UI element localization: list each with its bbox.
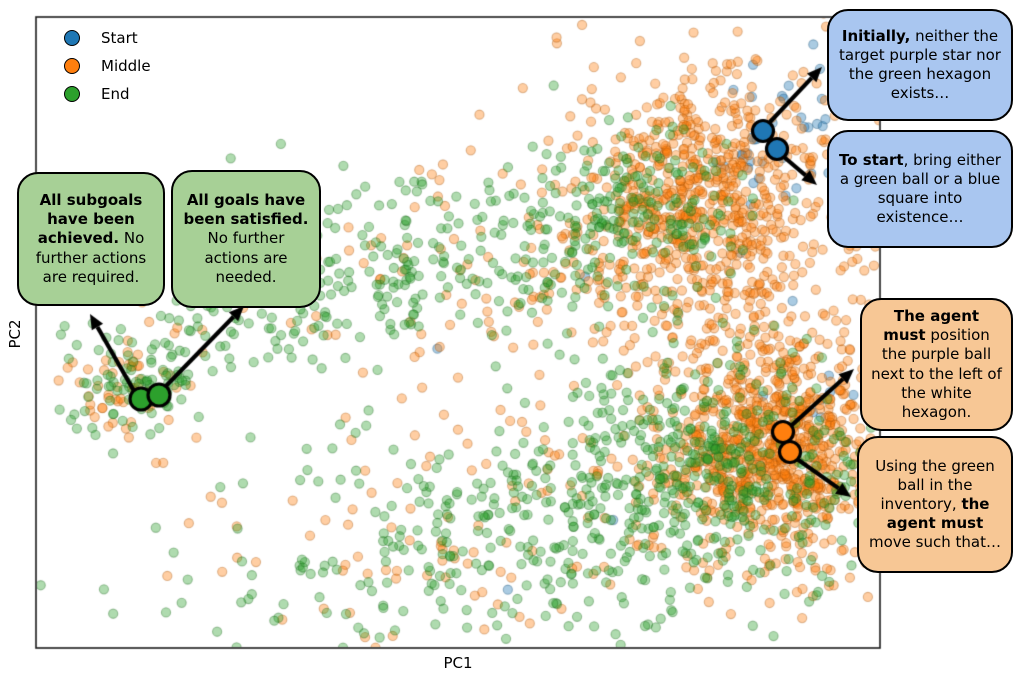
callout-text: To start, bring either a green ball or a…	[839, 150, 1001, 227]
callout-start-to-start: To start, bring either a green ball or a…	[827, 130, 1013, 248]
callout-middle-position: The agent must position the purple ball …	[860, 298, 1013, 431]
middle-marker-icon	[64, 58, 80, 74]
legend-item-middle: Middle	[64, 57, 151, 75]
end-marker-icon	[64, 86, 80, 102]
legend-label-end: End	[101, 85, 130, 103]
start-marker-icon	[64, 30, 80, 46]
legend-label-start: Start	[101, 29, 138, 47]
legend-label-middle: Middle	[101, 57, 151, 75]
callout-end-subgoals: All subgoals have been achieved. No furt…	[17, 172, 165, 306]
callout-text: Initially, neither the target purple sta…	[839, 26, 1001, 103]
legend-item-start: Start	[64, 29, 151, 47]
callout-end-goals: All goals have been satisfied. No furthe…	[171, 170, 321, 308]
callout-start-initially: Initially, neither the target purple sta…	[827, 9, 1013, 121]
x-axis-label: PC1	[443, 654, 473, 672]
callout-text: All goals have been satisfied. No furthe…	[183, 191, 309, 286]
legend-item-end: End	[64, 85, 151, 103]
y-axis-label: PC2	[6, 319, 24, 349]
legend: Start Middle End	[64, 29, 151, 103]
callout-text: Using the green ball in the inventory, t…	[869, 456, 1001, 552]
callout-text: All subgoals have been achieved. No furt…	[35, 191, 147, 286]
callout-text: The agent must position the purple ball …	[871, 307, 1002, 421]
callout-middle-inventory: Using the green ball in the inventory, t…	[857, 436, 1013, 573]
